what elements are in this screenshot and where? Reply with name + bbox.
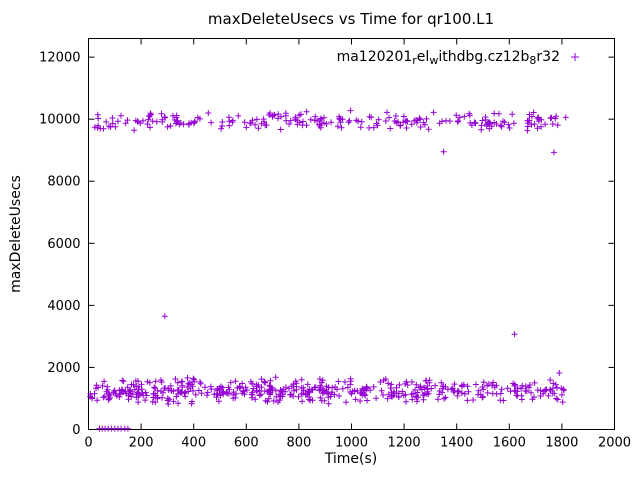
x-tick-label: 1400 [440, 436, 473, 451]
y-tick-label: 8000 [47, 175, 80, 190]
y-tick-label: 10000 [39, 113, 80, 128]
x-tick-label: 1600 [493, 436, 526, 451]
x-tick-label: 0 [84, 436, 92, 451]
x-tick-label: 1000 [335, 436, 368, 451]
x-tick-label: 800 [286, 436, 311, 451]
plot-area: 0 200 400 600 800 1000 1200 1400 1600 1800 2000 0 20… [39, 38, 631, 451]
y-tick-label: 4000 [47, 299, 80, 314]
x-tick-label: 2000 [598, 436, 631, 451]
y-tick-label: 6000 [47, 237, 80, 252]
y-tick-label: 2000 [47, 361, 80, 376]
y-tick-label: 12000 [39, 51, 80, 66]
x-tick-label: 1800 [545, 436, 578, 451]
data-points [87, 107, 569, 432]
legend-label: ma120201relwithdbg.cz12b8r32 [337, 49, 560, 67]
legend-marker-icon [571, 53, 579, 61]
x-tick-label: 1200 [388, 436, 421, 451]
x-tick-label: 200 [129, 436, 154, 451]
y-axis-label: maxDeleteUsecs [8, 175, 24, 293]
y-tick-label: 0 [72, 423, 80, 438]
x-axis-label: Time(s) [324, 451, 377, 467]
chart-title: maxDeleteUsecs vs Time for qr100.L1 [208, 10, 494, 28]
x-tick-label: 400 [181, 436, 206, 451]
x-tick-label: 600 [234, 436, 259, 451]
